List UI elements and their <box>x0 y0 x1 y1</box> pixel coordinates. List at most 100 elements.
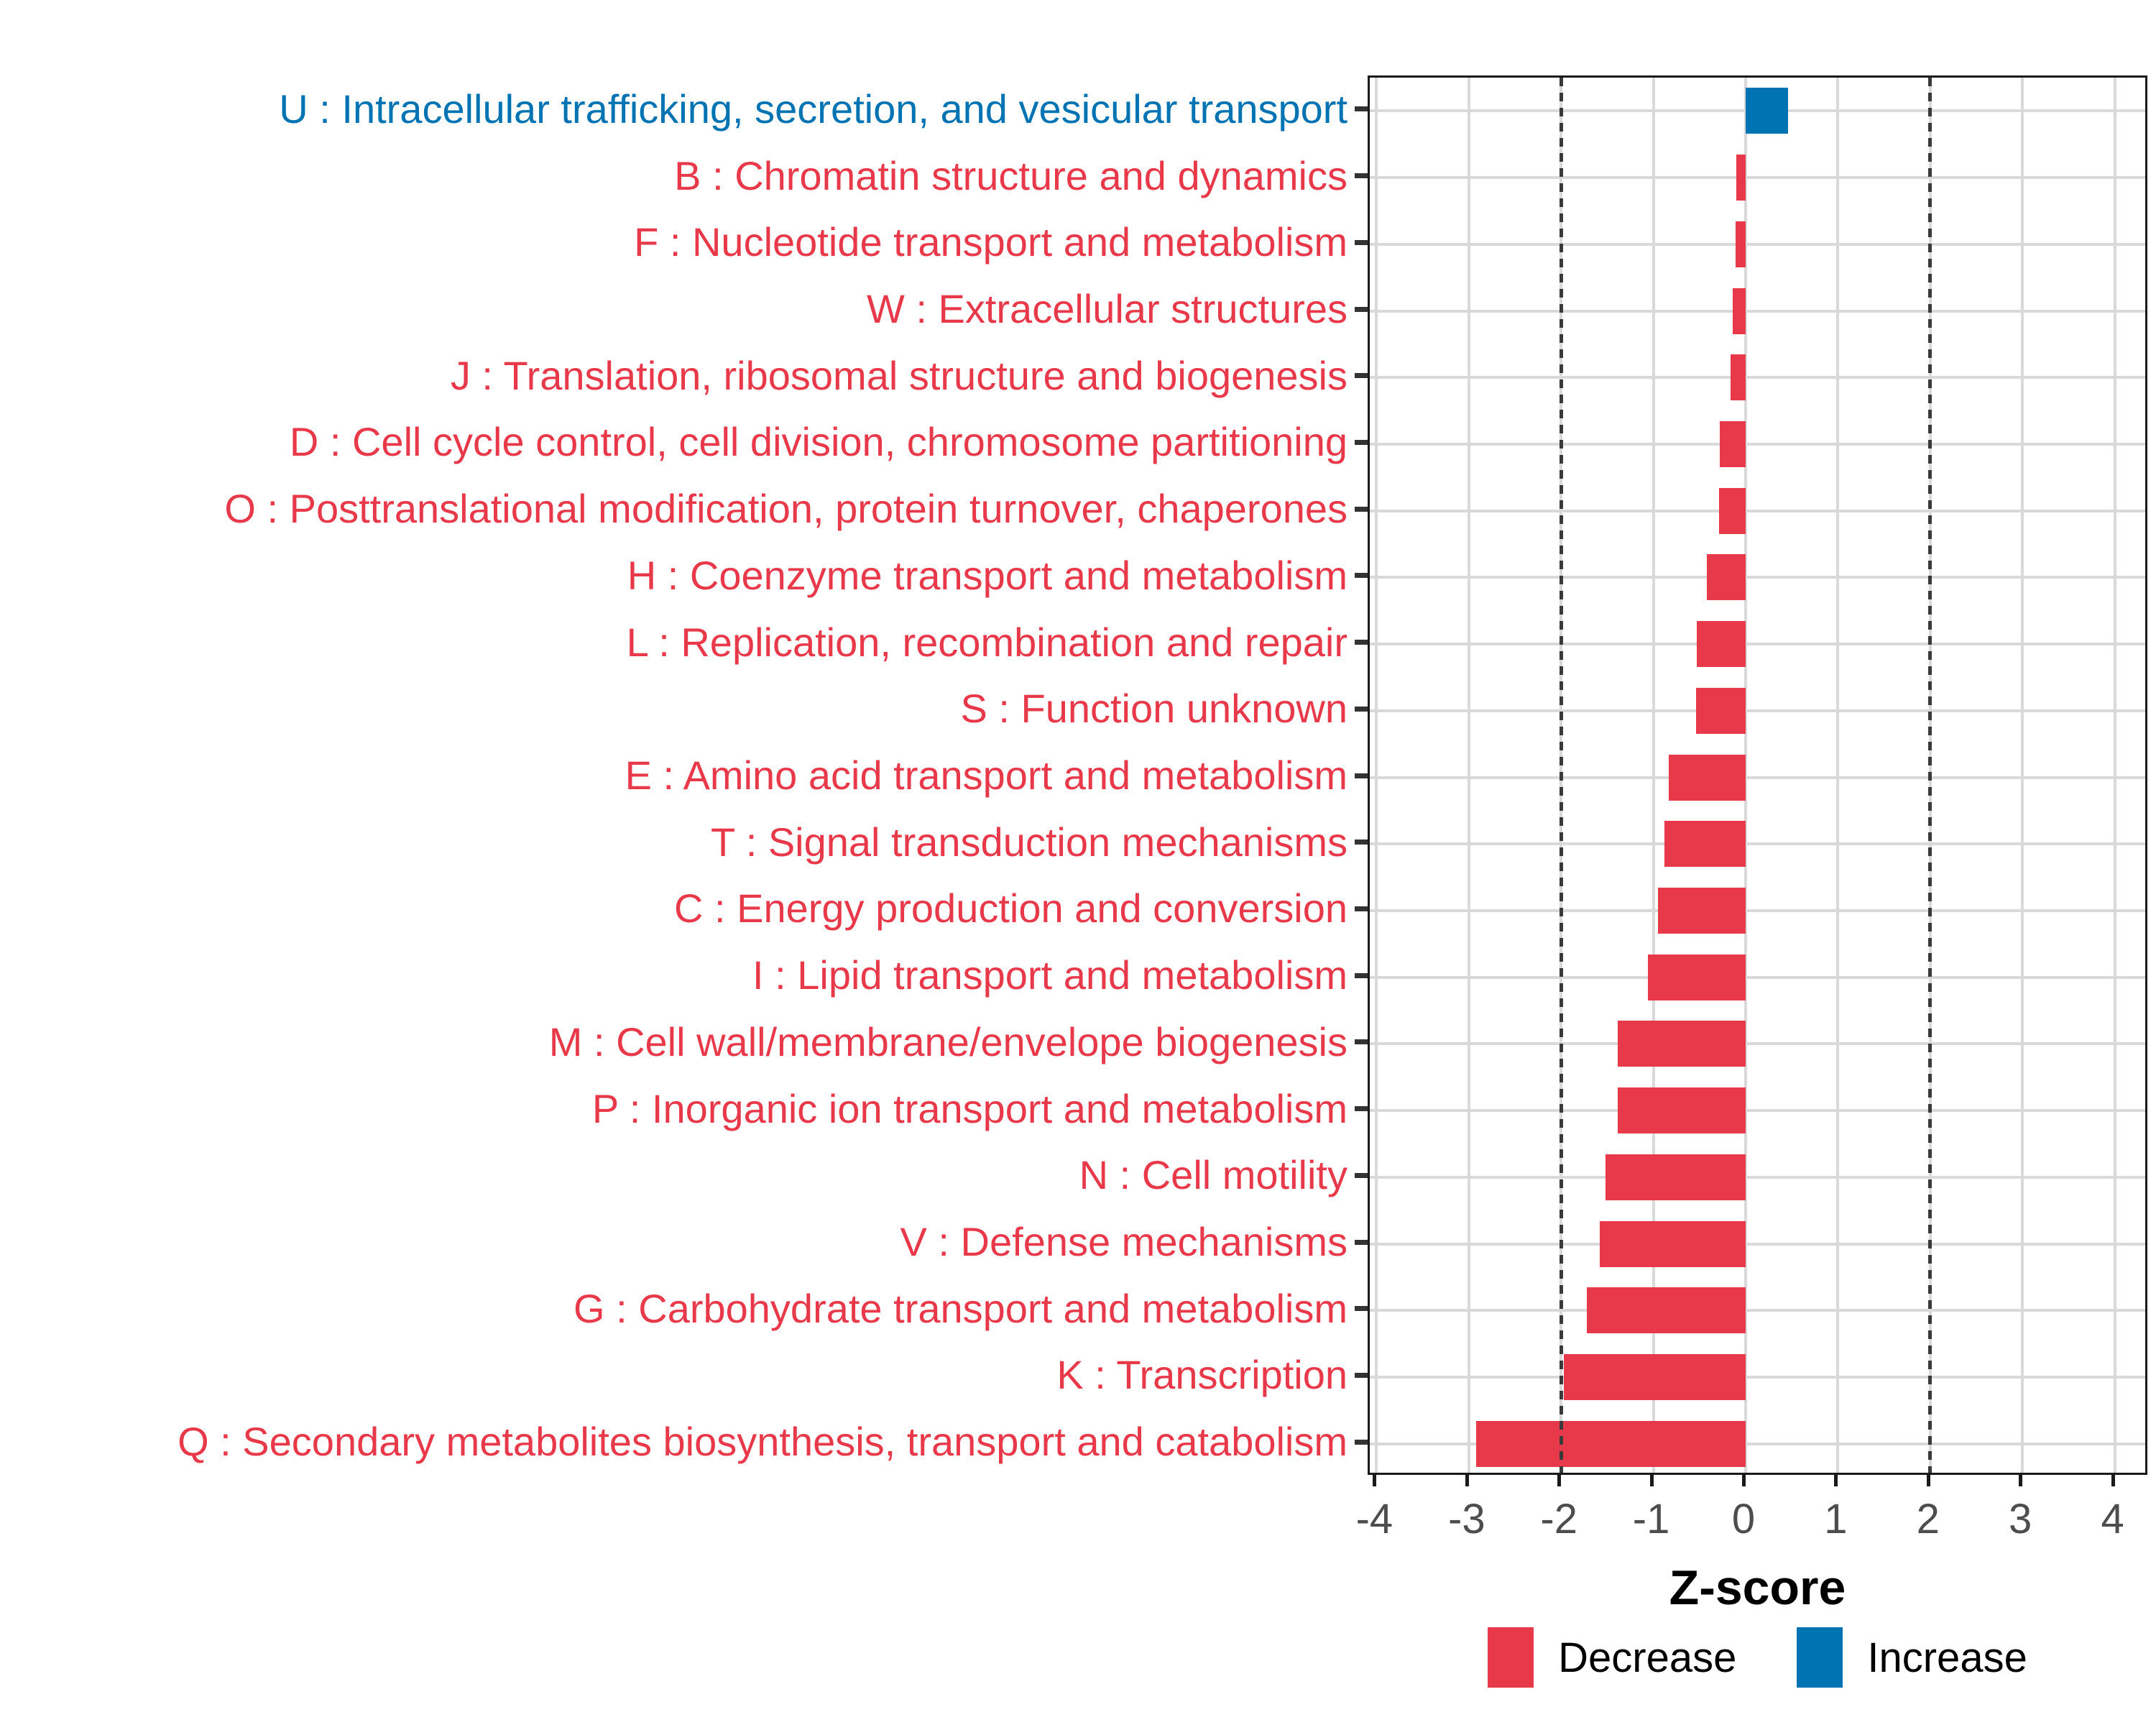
bar-G <box>1587 1287 1746 1334</box>
y-tick-mark <box>1355 106 1368 112</box>
vertical-gridline <box>1744 78 1747 1473</box>
category-label-I: I : Lipid transport and metabolism <box>752 952 1348 998</box>
y-tick-mark <box>1355 1172 1368 1178</box>
bar-U <box>1746 88 1789 134</box>
category-label-S: S : Function unknown <box>960 686 1348 732</box>
category-label-P: P : Inorganic ion transport and metaboli… <box>591 1085 1348 1131</box>
category-label-W: W : Extracellular structures <box>866 285 1348 331</box>
y-tick-mark <box>1355 706 1368 712</box>
y-tick-mark <box>1355 1106 1368 1112</box>
x-tick-mark <box>2019 1475 2023 1486</box>
bar-N <box>1605 1154 1746 1200</box>
bar-E <box>1669 754 1746 801</box>
horizontal-gridline <box>1370 176 2145 180</box>
y-tick-mark <box>1355 1239 1368 1245</box>
horizontal-gridline <box>1370 509 2145 512</box>
horizontal-gridline <box>1370 1442 2145 1445</box>
bar-D <box>1720 420 1746 467</box>
x-tick-mark <box>1926 1475 1930 1486</box>
category-label-F: F : Nucleotide transport and metabolism <box>634 219 1348 265</box>
x-tick-label: 3 <box>2009 1496 2032 1542</box>
category-label-U: U : Intracellular trafficking, secretion… <box>279 86 1348 132</box>
horizontal-gridline <box>1370 842 2145 846</box>
bar-B <box>1736 155 1746 201</box>
bar-P <box>1617 1087 1746 1134</box>
horizontal-gridline <box>1370 709 2145 712</box>
category-label-J: J : Translation, ribosomal structure and… <box>450 352 1348 398</box>
horizontal-gridline <box>1370 376 2145 380</box>
bar-C <box>1658 887 1746 934</box>
vertical-gridline <box>1375 78 1378 1473</box>
y-tick-mark <box>1355 773 1368 778</box>
bar-I <box>1647 954 1746 1000</box>
bar-S <box>1695 687 1746 734</box>
bar-K <box>1564 1353 1746 1400</box>
y-tick-mark <box>1355 1306 1368 1312</box>
horizontal-gridline <box>1370 1175 2145 1179</box>
bar-T <box>1664 821 1746 868</box>
category-axis-labels: U : Intracellular trafficking, secretion… <box>0 75 1348 1475</box>
y-tick-mark <box>1355 306 1368 312</box>
y-tick-mark <box>1355 173 1368 179</box>
vertical-gridline <box>1467 78 1470 1473</box>
x-tick-label: -1 <box>1632 1496 1670 1542</box>
x-tick-label: -4 <box>1355 1496 1393 1542</box>
x-tick-mark <box>1557 1475 1562 1486</box>
x-tick-mark <box>1373 1475 1377 1486</box>
horizontal-gridline <box>1370 442 2145 446</box>
bar-F <box>1735 221 1746 267</box>
vertical-gridline <box>1651 78 1655 1473</box>
x-tick-label: -2 <box>1540 1496 1577 1542</box>
y-tick-mark <box>1355 640 1368 645</box>
horizontal-gridline <box>1370 242 2145 246</box>
x-tick-label: 0 <box>1731 1496 1756 1542</box>
x-tick-label: -3 <box>1448 1496 1485 1542</box>
category-label-N: N : Cell motility <box>1079 1152 1348 1198</box>
reference-line <box>1928 78 1932 1473</box>
y-tick-mark <box>1355 439 1368 445</box>
bar-W <box>1733 288 1746 334</box>
legend-item-increase: Increase <box>1797 1627 2027 1688</box>
horizontal-gridline <box>1370 1309 2145 1312</box>
category-label-L: L : Replication, recombination and repai… <box>626 619 1348 665</box>
category-label-K: K : Transcription <box>1056 1352 1348 1398</box>
horizontal-gridline <box>1370 309 2145 313</box>
y-tick-mark <box>1355 840 1368 845</box>
category-label-H: H : Coenzyme transport and metabolism <box>627 552 1348 598</box>
x-tick-mark <box>1465 1475 1469 1486</box>
horizontal-gridline <box>1370 975 2145 979</box>
x-tick-mark <box>1649 1475 1654 1486</box>
y-tick-mark <box>1355 373 1368 379</box>
y-tick-mark <box>1355 906 1368 911</box>
category-label-E: E : Amino acid transport and metabolism <box>625 752 1348 798</box>
y-tick-mark <box>1355 1372 1368 1378</box>
legend-item-decrease: Decrease <box>1488 1627 1736 1688</box>
category-label-G: G : Carbohydrate transport and metabolis… <box>573 1285 1348 1331</box>
bar-M <box>1617 1021 1746 1067</box>
reference-line <box>1559 78 1563 1473</box>
legend-label-increase: Increase <box>1867 1634 2027 1681</box>
category-label-Q: Q : Secondary metabolites biosynthesis, … <box>178 1419 1348 1465</box>
y-tick-mark <box>1355 573 1368 579</box>
y-tick-mark <box>1355 1439 1368 1445</box>
category-label-D: D : Cell cycle control, cell division, c… <box>289 419 1348 465</box>
legend-label-decrease: Decrease <box>1558 1634 1737 1681</box>
horizontal-gridline <box>1370 776 2145 779</box>
y-tick-mark <box>1355 239 1368 245</box>
bar-H <box>1707 554 1746 601</box>
decrease-swatch <box>1488 1627 1534 1688</box>
horizontal-gridline <box>1370 643 2145 646</box>
horizontal-gridline <box>1370 1042 2145 1046</box>
increase-swatch <box>1797 1627 1843 1688</box>
category-label-B: B : Chromatin structure and dynamics <box>674 152 1348 198</box>
bar-V <box>1600 1220 1746 1267</box>
category-label-V: V : Defense mechanisms <box>900 1218 1348 1264</box>
bar-O <box>1718 487 1746 534</box>
bar-Q <box>1476 1420 1746 1467</box>
category-label-O: O : Posttranslational modification, prot… <box>224 486 1348 532</box>
x-tick-mark <box>1742 1475 1746 1486</box>
bar-J <box>1731 354 1746 401</box>
horizontal-gridline <box>1370 1375 2145 1379</box>
x-tick-mark <box>2111 1475 2115 1486</box>
